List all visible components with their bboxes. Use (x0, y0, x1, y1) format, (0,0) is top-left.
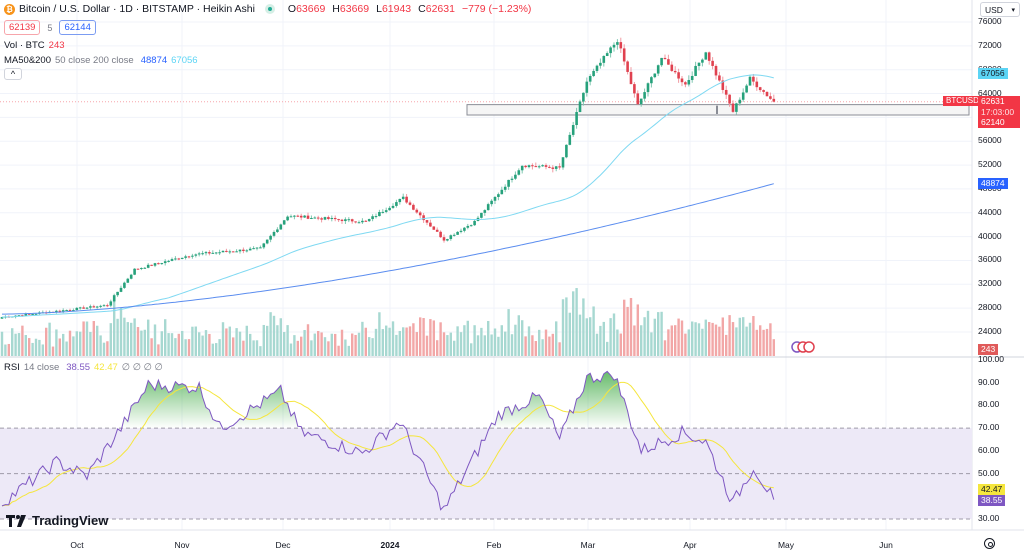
rsi-label: RSI (4, 362, 20, 373)
rsi-tick: 90.00 (978, 376, 1000, 387)
rsi-axis-tag: 38.55 (978, 495, 1006, 506)
spread-value: 5 (47, 22, 53, 33)
high-label: H (332, 3, 340, 15)
ma-params: 50 close 200 close (55, 55, 134, 66)
low-label: L (376, 3, 382, 15)
time-tick: Jun (879, 540, 893, 550)
rsi-tick: 60.00 (978, 444, 1000, 455)
price-tick: 72000 (978, 39, 1002, 50)
time-tick: May (777, 540, 795, 550)
ma-legend[interactable]: MA50&200 50 close 200 close 48874 67056 (4, 55, 198, 66)
volume-label: Vol · BTC (4, 40, 45, 51)
settings-gear-icon[interactable] (984, 538, 995, 549)
price-tick: 36000 (978, 254, 1002, 265)
time-tick: Oct (70, 540, 84, 550)
symbol-price-tag: BTCUSD (943, 96, 982, 106)
time-tick: Feb (486, 540, 502, 550)
time-tick: Dec (275, 540, 291, 550)
buy-button[interactable]: 62144 (59, 20, 96, 35)
time-tick: Mar (580, 540, 596, 550)
bitcoin-icon: ₿ (4, 3, 15, 15)
rsi-tick: 30.00 (978, 513, 1000, 523)
currency-label: USD (985, 4, 1003, 15)
rsi-tick: 70.00 (978, 422, 1000, 433)
rsi-value: 38.55 (66, 362, 91, 373)
close-label: C (418, 3, 426, 15)
rsi-ma-value: 42.47 (94, 362, 118, 373)
rsi-extra-values: ∅ ∅ ∅ ∅ (121, 362, 163, 373)
rsi-tick: 100.00 (978, 354, 1004, 364)
open-label: O (287, 3, 297, 15)
volume-value: 243 (48, 40, 65, 51)
ma50-value: 67056 (171, 55, 198, 66)
price-tick: 56000 (978, 135, 1002, 146)
tradingview-icon (6, 514, 26, 527)
price-tick: 76000 (978, 16, 1002, 26)
bar-countdown: 17:03:00 (981, 107, 1015, 117)
time-tick: Apr (683, 540, 697, 550)
price-tick: 40000 (978, 230, 1002, 241)
rsi-tick: 80.00 (978, 399, 1000, 410)
price-tick: 44000 (978, 206, 1002, 217)
symbol-title[interactable]: Bitcoin / U.S. Dollar · 1D · BITSTAMP · … (19, 3, 255, 15)
rsi-legend[interactable]: RSI 14 close 38.55 42.47 ∅ ∅ ∅ ∅ (4, 362, 163, 373)
trade-buttons: 62139 5 62144 (4, 20, 96, 35)
last-price-tag: 62631 17:03:00 (978, 96, 1020, 118)
time-tick: Nov (174, 540, 190, 550)
chevron-down-icon: ▾ (1011, 6, 1015, 14)
ma50-axis-tag: 67056 (978, 68, 1008, 79)
tradingview-wordmark: TradingView (32, 513, 109, 528)
rsi-ma-axis-tag: 42.47 (978, 484, 1006, 495)
price-tick: 32000 (978, 278, 1002, 289)
price-tick: 24000 (978, 326, 1002, 336)
currency-select[interactable]: USD ▾ (980, 2, 1020, 17)
ma-label: MA50&200 (4, 55, 52, 66)
volume-axis-tag: 243 (978, 344, 999, 355)
collapse-legend-button[interactable]: ^ (4, 68, 22, 80)
price-tick: 52000 (978, 159, 1002, 170)
market-status-icon (264, 4, 275, 14)
bid-price-tag: 62140 (978, 117, 1020, 128)
sell-button[interactable]: 62139 (4, 20, 41, 35)
time-tick: 2024 (380, 540, 400, 550)
change-value: −779 (−1.23%) (461, 3, 532, 15)
open-value: 63669 (296, 3, 326, 15)
price-tick: 64000 (978, 87, 1002, 98)
ma200-axis-tag: 48874 (978, 178, 1008, 189)
symbol-legend: ₿ Bitcoin / U.S. Dollar · 1D · BITSTAMP … (4, 3, 531, 15)
ma200-value: 48874 (140, 55, 168, 66)
close-value: 62631 (425, 3, 455, 15)
price-tick: 28000 (978, 302, 1002, 313)
tradingview-logo[interactable]: TradingView (6, 513, 108, 528)
rsi-params: 14 close (23, 362, 60, 373)
low-value: 61943 (381, 3, 412, 15)
high-value: 63669 (339, 3, 370, 15)
rsi-tick: 50.00 (978, 467, 1000, 478)
volume-legend[interactable]: Vol · BTC 243 (4, 40, 65, 51)
last-price-value: 62631 (981, 96, 1005, 106)
